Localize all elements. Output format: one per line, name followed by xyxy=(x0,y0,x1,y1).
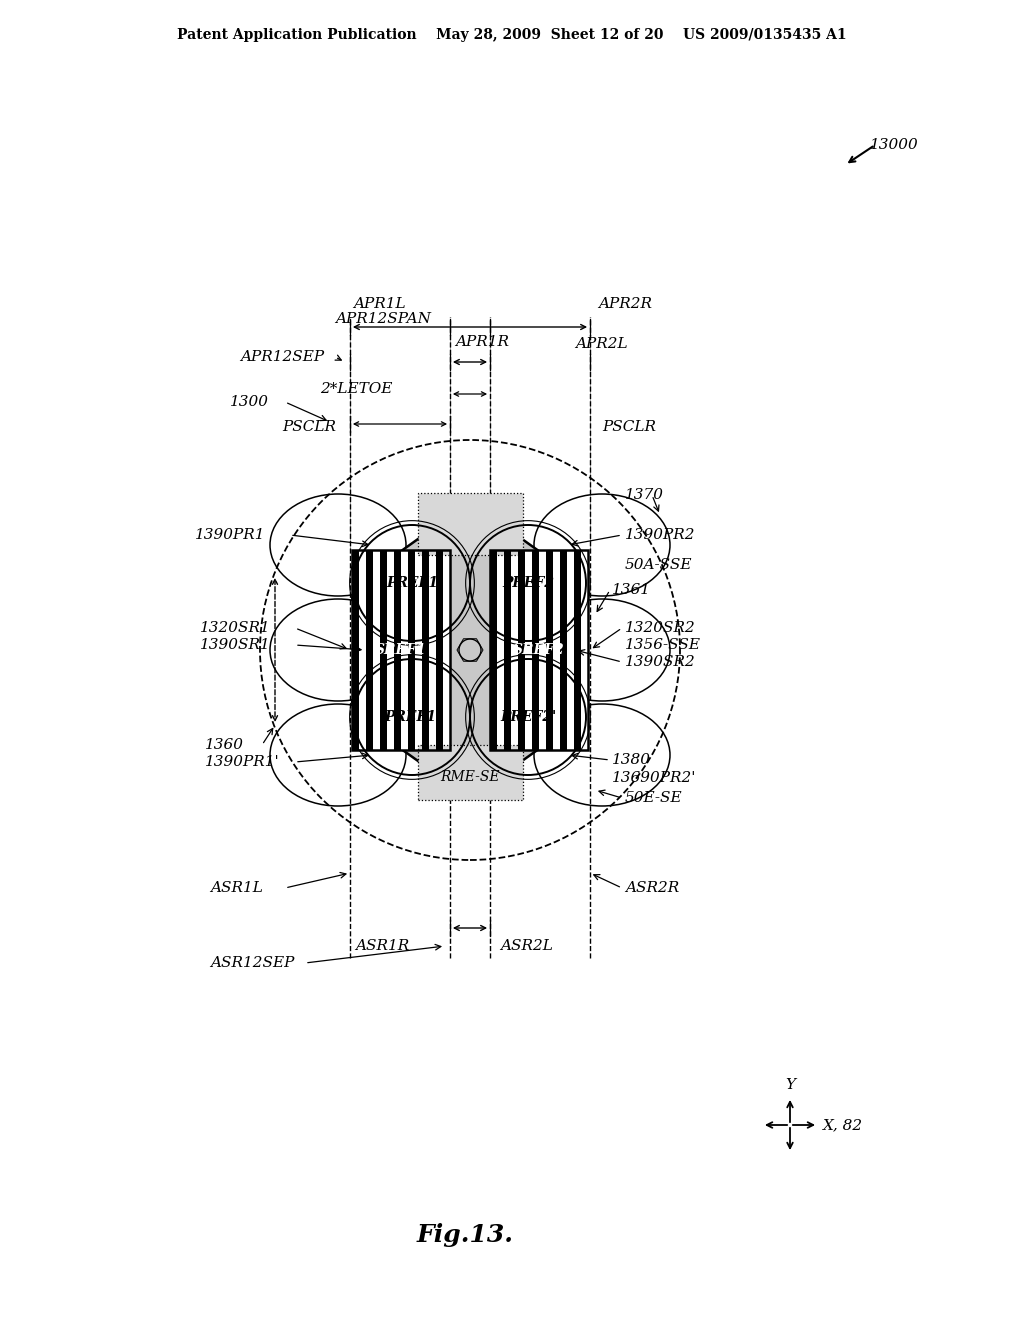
Text: ASR2L: ASR2L xyxy=(500,939,553,953)
Text: PSCLR: PSCLR xyxy=(602,420,656,434)
Text: RME-SE: RME-SE xyxy=(440,770,500,784)
Text: APR1L: APR1L xyxy=(353,297,406,312)
Text: 1320SR1: 1320SR1 xyxy=(200,620,270,635)
Text: PSCLR: PSCLR xyxy=(282,420,336,434)
Text: 1390SR1: 1390SR1 xyxy=(200,638,270,652)
Text: SREF1: SREF1 xyxy=(375,643,427,657)
Text: 1356-SSE: 1356-SSE xyxy=(625,638,701,652)
Text: APR2L: APR2L xyxy=(575,337,628,351)
Text: 1361: 1361 xyxy=(612,583,651,597)
Text: 1390PR2: 1390PR2 xyxy=(625,528,695,543)
Text: 1360: 1360 xyxy=(205,738,244,752)
Text: APR2R: APR2R xyxy=(598,297,652,312)
Text: 50A-SSE: 50A-SSE xyxy=(625,558,692,572)
Bar xyxy=(546,550,553,750)
Bar xyxy=(394,550,401,750)
Text: PREF1': PREF1' xyxy=(384,710,440,723)
Polygon shape xyxy=(366,502,573,799)
Text: 1370: 1370 xyxy=(625,488,664,502)
Bar xyxy=(380,550,387,750)
Text: 1320SR2: 1320SR2 xyxy=(625,620,695,635)
Bar xyxy=(366,550,373,750)
Text: 1390SR2: 1390SR2 xyxy=(625,655,695,669)
Bar xyxy=(352,550,450,750)
Text: 1390PR1': 1390PR1' xyxy=(205,755,280,770)
Text: 1300: 1300 xyxy=(230,395,269,409)
Bar xyxy=(418,492,522,554)
Text: X, 82: X, 82 xyxy=(823,1118,863,1133)
Text: Patent Application Publication    May 28, 2009  Sheet 12 of 20    US 2009/013543: Patent Application Publication May 28, 2… xyxy=(177,28,847,42)
Text: ASR12SEP: ASR12SEP xyxy=(210,956,294,970)
Bar xyxy=(352,550,450,750)
Bar xyxy=(352,550,359,750)
Text: 1390PR1: 1390PR1 xyxy=(195,528,265,543)
Text: ASR2R: ASR2R xyxy=(625,880,679,895)
Text: ASR1L: ASR1L xyxy=(210,880,263,895)
Bar xyxy=(436,550,443,750)
Bar xyxy=(490,550,497,750)
Bar xyxy=(532,550,539,750)
Text: PREF2: PREF2 xyxy=(502,576,554,590)
Bar xyxy=(490,550,588,750)
Text: 2*LETOE: 2*LETOE xyxy=(319,381,392,396)
Text: APR12SEP: APR12SEP xyxy=(240,350,325,364)
Text: 13690PR2': 13690PR2' xyxy=(612,771,696,785)
Text: 1380: 1380 xyxy=(612,752,651,767)
Text: 13000: 13000 xyxy=(870,139,919,152)
Bar xyxy=(418,744,522,800)
Bar xyxy=(422,550,429,750)
Bar xyxy=(504,550,511,750)
Bar xyxy=(574,550,581,750)
Text: APR1R: APR1R xyxy=(455,335,509,348)
Text: ASR1R: ASR1R xyxy=(355,939,410,953)
Bar xyxy=(408,550,415,750)
Text: PREF2': PREF2' xyxy=(500,710,556,723)
Text: 50E-SE: 50E-SE xyxy=(625,791,683,805)
Text: Y: Y xyxy=(785,1078,795,1092)
Bar xyxy=(518,550,525,750)
Text: SREF2: SREF2 xyxy=(513,643,565,657)
Text: APR12SPAN: APR12SPAN xyxy=(335,312,431,326)
Text: Fig.13.: Fig.13. xyxy=(417,1224,513,1247)
Text: PREF1: PREF1 xyxy=(386,576,438,590)
Bar xyxy=(560,550,567,750)
Bar xyxy=(490,550,588,750)
